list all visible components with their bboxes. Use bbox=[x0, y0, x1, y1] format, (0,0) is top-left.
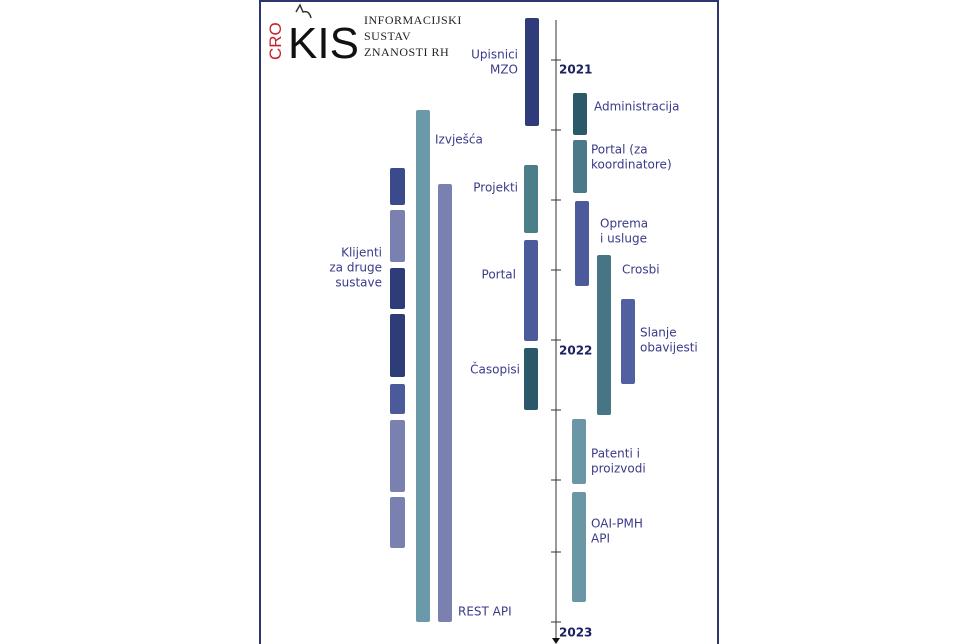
item-label: za druge bbox=[329, 261, 382, 275]
item-label: Slanje bbox=[640, 326, 677, 340]
bar bbox=[575, 201, 589, 286]
bar bbox=[390, 497, 405, 548]
bar bbox=[390, 268, 405, 309]
item-label: Patenti i bbox=[591, 447, 640, 461]
item-label: koordinatore) bbox=[591, 158, 672, 172]
logo-line: ZNANOSTI RH bbox=[364, 45, 449, 59]
timeline-axis bbox=[551, 20, 561, 638]
bar bbox=[416, 110, 430, 622]
logo-line: INFORMACIJSKI bbox=[364, 13, 462, 27]
bar bbox=[390, 168, 405, 205]
bar bbox=[390, 314, 405, 377]
item-label: Oprema bbox=[600, 217, 648, 231]
bar bbox=[524, 165, 538, 233]
item-label: Upisnici bbox=[471, 48, 518, 62]
item-label: Časopisi bbox=[470, 362, 520, 377]
bar bbox=[573, 93, 587, 135]
item-label: REST API bbox=[458, 605, 512, 619]
bar bbox=[525, 18, 539, 126]
item-label: MZO bbox=[490, 63, 518, 77]
bar bbox=[438, 184, 452, 622]
item-label: Klijenti bbox=[341, 246, 382, 260]
logo-line: SUSTAV bbox=[364, 29, 411, 43]
year: 2022 bbox=[559, 344, 592, 358]
logo-prefix: CRO bbox=[266, 22, 285, 60]
bar bbox=[390, 210, 405, 262]
logo: CRO KIS INFORMACIJSKI SUSTAV ZNANOSTI RH bbox=[266, 3, 462, 68]
bars bbox=[390, 18, 635, 622]
bar bbox=[390, 384, 405, 414]
logo-lynx bbox=[295, 3, 312, 19]
item-label: API bbox=[591, 532, 610, 546]
bar bbox=[524, 240, 538, 341]
year: 2021 bbox=[559, 63, 592, 77]
item-label: Administracija bbox=[594, 100, 679, 114]
item-label: Portal (za bbox=[591, 143, 648, 157]
item-label: OAI-PMH bbox=[591, 517, 643, 531]
bar bbox=[572, 492, 586, 602]
bar bbox=[621, 299, 635, 384]
bar bbox=[573, 140, 587, 193]
item-label: proizvodi bbox=[591, 462, 646, 476]
bar bbox=[524, 348, 538, 410]
bar bbox=[597, 255, 611, 415]
bar bbox=[572, 419, 586, 484]
item-label: Izvješća bbox=[435, 133, 483, 147]
item-label: obavijesti bbox=[640, 341, 698, 355]
item-label: sustave bbox=[335, 276, 382, 290]
logo-name: KIS bbox=[288, 19, 359, 68]
item-label: i usluge bbox=[600, 232, 647, 246]
axis-arrow bbox=[552, 638, 560, 644]
bar bbox=[390, 420, 405, 492]
item-label: Projekti bbox=[473, 181, 518, 195]
item-label: Crosbi bbox=[622, 263, 660, 277]
item-label: Portal bbox=[482, 268, 516, 282]
year: 2023 bbox=[559, 626, 592, 640]
